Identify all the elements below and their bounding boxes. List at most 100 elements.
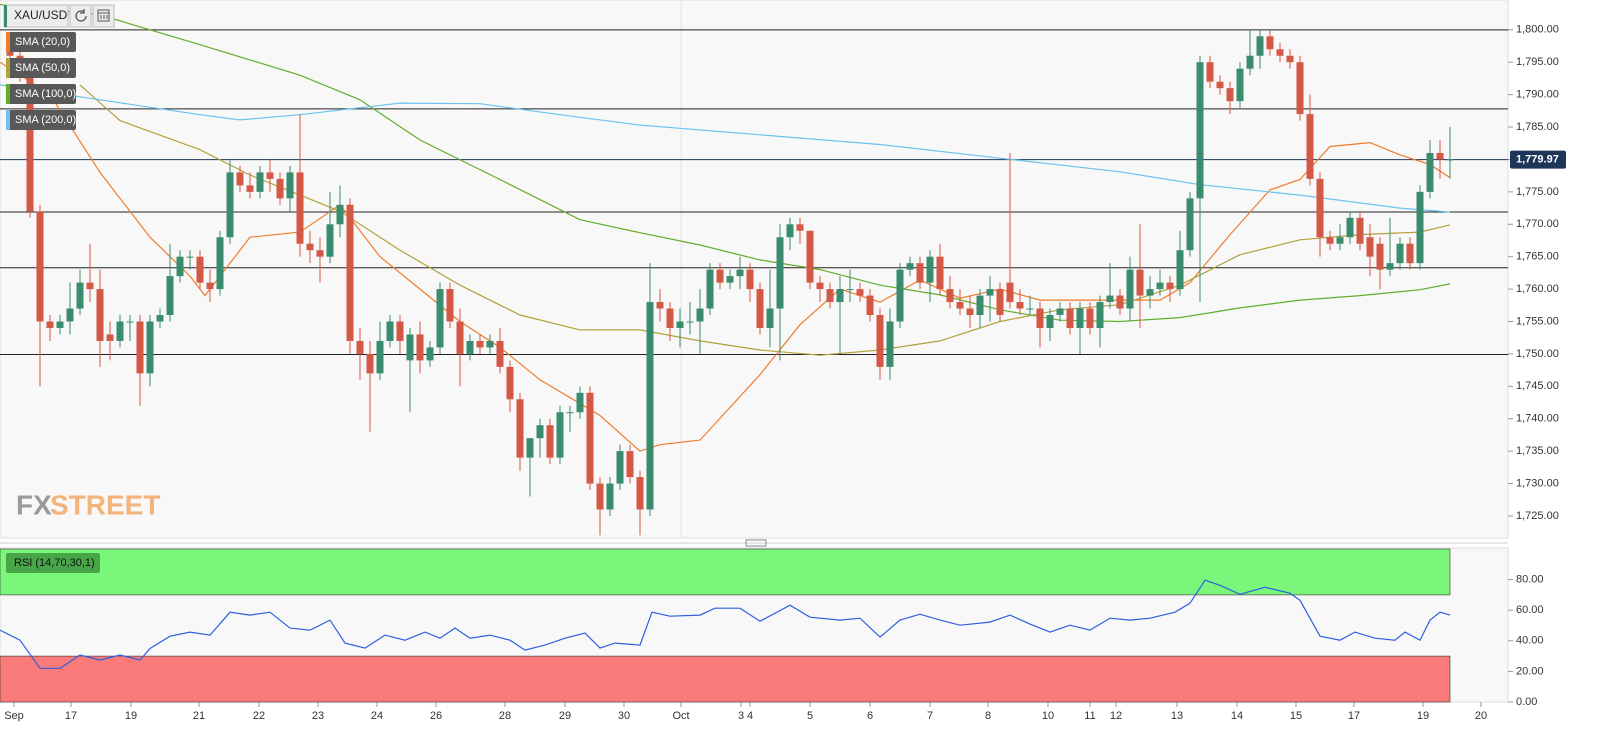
candle-body <box>1226 88 1234 102</box>
candle-body <box>1096 302 1104 328</box>
x-tick-label: 12 <box>1110 710 1122 722</box>
candle-body <box>1396 243 1404 264</box>
x-tick-label: 28 <box>499 710 511 722</box>
candle-body <box>486 340 494 348</box>
x-tick-label: 22 <box>253 710 265 722</box>
candle-body <box>196 256 204 283</box>
candle-body <box>466 340 474 354</box>
x-tick-label: 23 <box>312 710 324 722</box>
candle-body <box>916 263 924 283</box>
candle-body <box>1246 55 1254 69</box>
candle-body <box>1326 237 1334 244</box>
candle-body <box>526 438 534 458</box>
candle-body <box>686 321 694 323</box>
divider-handle[interactable] <box>745 539 767 547</box>
legend-box[interactable] <box>6 58 76 78</box>
candle-body <box>346 204 354 341</box>
candle-body <box>716 269 724 283</box>
candle-body <box>1366 237 1374 257</box>
x-tick-label: Sep <box>4 710 24 722</box>
candle-body <box>816 282 824 290</box>
price-panel <box>0 0 1509 539</box>
candle-body <box>316 250 324 257</box>
candle-body <box>696 308 704 322</box>
indicator-box[interactable] <box>6 553 100 573</box>
candle-body <box>286 172 294 199</box>
candle-body <box>796 224 804 231</box>
candle-body <box>596 483 604 510</box>
y-tick-label: 1,745.00 <box>1516 380 1559 392</box>
x-tick-label: 5 <box>807 710 813 722</box>
y-tick-label: 1,800.00 <box>1516 24 1559 36</box>
x-tick-label: 3 <box>738 710 744 722</box>
candle-body <box>926 256 934 283</box>
candle-body <box>256 172 264 192</box>
candle-body <box>1316 178 1324 238</box>
candle-body <box>1056 308 1064 316</box>
legend-label: SMA (100,0) <box>15 88 76 100</box>
candle-body <box>296 172 304 244</box>
y-tick-label: 1,795.00 <box>1516 56 1559 68</box>
y-tick-label: 1,760.00 <box>1516 283 1559 295</box>
candle-body <box>1136 269 1144 296</box>
candle-body <box>726 276 734 283</box>
x-tick-label: 6 <box>867 710 873 722</box>
candle-body <box>1166 282 1174 290</box>
candle-body <box>56 321 64 328</box>
candle-body <box>1266 36 1274 50</box>
candle-body <box>1416 191 1424 264</box>
candle-body <box>666 308 674 328</box>
candle-body <box>1196 62 1204 199</box>
candle-body <box>1186 198 1194 251</box>
candle-body <box>1236 68 1244 102</box>
candle-body <box>826 289 834 303</box>
candle-body <box>66 308 74 322</box>
candle-body <box>556 412 564 458</box>
candle-body <box>506 366 514 400</box>
x-tick-label: 20 <box>1475 710 1487 722</box>
legend-swatch <box>6 32 10 52</box>
line-series <box>0 579 1451 669</box>
candle-body <box>646 302 654 510</box>
candle-body <box>106 334 114 341</box>
x-tick-label: 15 <box>1290 710 1302 722</box>
overbought-zone <box>0 548 1451 596</box>
x-tick-label: 17 <box>1348 710 1360 722</box>
line-series <box>0 3 1451 323</box>
candle-body <box>536 425 544 439</box>
candle-body <box>1146 289 1154 296</box>
candle-body <box>546 425 554 458</box>
candle-body <box>1216 81 1224 89</box>
legend-box[interactable] <box>6 84 76 104</box>
candle-body <box>1376 243 1384 270</box>
candle-body <box>866 295 874 316</box>
candle-body <box>1336 237 1344 244</box>
y-tick-label: 0.00 <box>1516 696 1537 708</box>
legend-box[interactable] <box>6 110 76 130</box>
candle-body <box>906 263 914 270</box>
y-tick-label: 80.00 <box>1516 574 1544 586</box>
x-tick-label: 17 <box>65 710 77 722</box>
candle-body <box>36 211 44 322</box>
candle-body <box>1436 152 1444 160</box>
plot: 1,725.00 1,730.00 1,735.00 1,740.00 1,745.00… <box>0 3 1566 722</box>
indicator-label: RSI (14,70,30,1) <box>14 557 95 569</box>
candle-body <box>856 289 864 296</box>
x-tick-label: 8 <box>985 710 991 722</box>
symbol-strip <box>4 5 7 27</box>
candle-body <box>1036 308 1044 328</box>
x-tick-label: 30 <box>618 710 630 722</box>
y-tick-label: 1,750.00 <box>1516 348 1559 360</box>
candle-body <box>766 308 774 328</box>
candle-body <box>446 289 454 322</box>
y-tick-label: 20.00 <box>1516 665 1544 677</box>
refresh-button[interactable] <box>69 4 92 28</box>
legend-box[interactable] <box>6 32 76 52</box>
candle-body <box>1346 217 1354 238</box>
candle-body <box>366 353 374 374</box>
candle-body <box>1046 315 1054 328</box>
candle-body <box>1406 243 1414 264</box>
calendar-icon <box>97 9 110 22</box>
candle-body <box>1446 159 1454 161</box>
candle-body <box>86 282 94 290</box>
